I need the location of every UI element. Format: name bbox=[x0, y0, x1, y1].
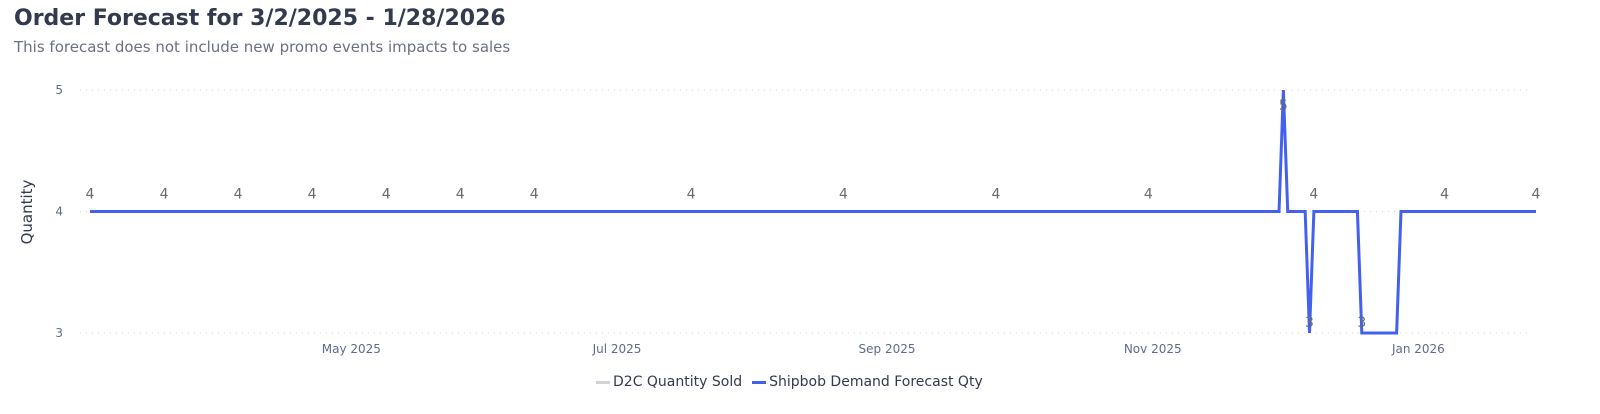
x-tick-label: May 2025 bbox=[322, 342, 381, 356]
data-label: 4 bbox=[308, 187, 317, 203]
legend-label: D2C Quantity Sold bbox=[613, 374, 743, 390]
data-label: 4 bbox=[456, 187, 465, 203]
data-label: 4 bbox=[86, 187, 95, 203]
data-label: 4 bbox=[160, 187, 169, 203]
chart-title: Order Forecast for 3/2/2025 - 1/28/2026 bbox=[14, 6, 506, 31]
data-label: 4 bbox=[382, 187, 391, 203]
y-axis-label: Quantity bbox=[18, 179, 36, 244]
series-line-shipbob bbox=[90, 89, 1536, 335]
data-label: 5 bbox=[1279, 98, 1288, 114]
chart-subtitle: This forecast does not include new promo… bbox=[14, 38, 511, 56]
legend: D2C Quantity Sold Shipbob Demand Forecas… bbox=[596, 374, 983, 390]
data-label: 4 bbox=[1309, 187, 1318, 203]
y-tick-label: 4 bbox=[55, 205, 63, 219]
x-tick-label: Jan 2026 bbox=[1391, 342, 1445, 356]
data-label: 3 bbox=[1357, 315, 1366, 331]
x-tick-label: Jul 2025 bbox=[592, 342, 642, 356]
data-label: 4 bbox=[1440, 187, 1449, 203]
legend-item-d2c[interactable]: D2C Quantity Sold bbox=[596, 374, 742, 390]
x-tick-label: Sep 2025 bbox=[859, 342, 916, 356]
data-label: 4 bbox=[839, 187, 848, 203]
data-label: 4 bbox=[1144, 187, 1153, 203]
legend-item-shipbob[interactable]: Shipbob Demand Forecast Qty bbox=[752, 374, 983, 390]
y-tick-label: 5 bbox=[55, 83, 63, 97]
legend-label: Shipbob Demand Forecast Qty bbox=[769, 374, 983, 390]
data-label: 4 bbox=[991, 187, 1000, 203]
y-tick-label: 3 bbox=[55, 326, 63, 340]
data-label: 4 bbox=[530, 187, 539, 203]
data-label: 4 bbox=[234, 187, 243, 203]
legend-swatch bbox=[596, 380, 610, 384]
data-label: 3 bbox=[1305, 315, 1314, 331]
data-label: 4 bbox=[687, 187, 696, 203]
x-tick-label: Nov 2025 bbox=[1124, 342, 1182, 356]
data-label: 4 bbox=[1532, 187, 1541, 203]
legend-swatch bbox=[752, 380, 767, 384]
